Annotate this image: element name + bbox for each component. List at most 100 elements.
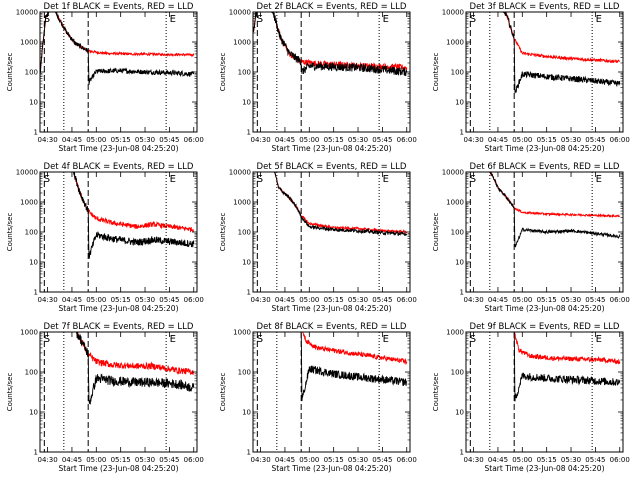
y-tick-label: 10 xyxy=(242,99,251,107)
x-axis-label: Start Time (23-Jun-08 04:25:20) xyxy=(485,464,605,473)
panel-title: Det 9f BLACK = Events, RED = LLD xyxy=(470,322,620,332)
y-tick-label: 10000 xyxy=(229,169,251,177)
y-tick-label: 10000 xyxy=(229,9,251,17)
x-tick-label: 05:45 xyxy=(372,456,392,464)
marker-s: S xyxy=(44,334,50,345)
y-tick-label: 100 xyxy=(451,229,464,237)
y-tick-label: 1 xyxy=(247,129,251,137)
x-tick-label: 05:15 xyxy=(537,296,557,304)
detector-panel-2: Det 2f BLACK = Events, RED = LLD Counts/s… xyxy=(219,2,417,153)
marker-e: E xyxy=(596,334,602,345)
x-tick-label: 06:00 xyxy=(610,456,630,464)
y-tick-label: 1 xyxy=(247,449,251,457)
y-tick-label: 1 xyxy=(460,449,464,457)
x-tick-label: 05:30 xyxy=(135,296,155,304)
x-tick-label: 06:00 xyxy=(610,296,630,304)
y-tick-label: 1 xyxy=(34,129,38,137)
x-tick-label: 05:00 xyxy=(299,296,319,304)
marker-s: S xyxy=(257,14,263,25)
lld-series-line xyxy=(40,172,195,233)
lld-series-line xyxy=(466,332,621,365)
y-tick-label: 100 xyxy=(238,69,251,77)
x-tick-label: 04:45 xyxy=(275,296,295,304)
y-tick-label: 100 xyxy=(25,369,38,377)
x-tick-label: 05:00 xyxy=(299,136,319,144)
panel-title: Det 5f BLACK = Events, RED = LLD xyxy=(257,162,407,172)
x-axis-label: Start Time (23-Jun-08 04:25:20) xyxy=(272,144,392,153)
marker-e: E xyxy=(383,14,389,25)
marker-e: E xyxy=(170,334,176,345)
y-tick-label: 10000 xyxy=(16,9,38,17)
y-tick-label: 100 xyxy=(25,69,38,77)
x-tick-label: 06:00 xyxy=(184,136,204,144)
x-tick-label: 05:00 xyxy=(512,136,532,144)
lld-series-line xyxy=(466,12,621,64)
x-tick-label: 04:45 xyxy=(62,296,82,304)
panel-title: Det 1f BLACK = Events, RED = LLD xyxy=(44,2,194,12)
panel-title: Det 8f BLACK = Events, RED = LLD xyxy=(257,322,407,332)
detector-panel-7: Det 7f BLACK = Events, RED = LLD Counts/s… xyxy=(6,322,204,473)
y-tick-label: 1000 xyxy=(20,199,38,207)
marker-s: S xyxy=(44,174,50,185)
x-tick-label: 05:00 xyxy=(512,296,532,304)
detector-panel-6: Det 6f BLACK = Events, RED = LLD Counts/s… xyxy=(432,162,630,313)
y-tick-label: 1000 xyxy=(233,39,251,47)
y-tick-label: 10000 xyxy=(442,169,464,177)
events-series-line xyxy=(40,12,195,85)
x-tick-label: 06:00 xyxy=(184,456,204,464)
x-tick-label: 04:45 xyxy=(62,136,82,144)
x-tick-label: 05:45 xyxy=(585,456,605,464)
x-tick-label: 05:00 xyxy=(299,456,319,464)
x-tick-label: 05:15 xyxy=(111,296,131,304)
marker-s: S xyxy=(257,174,263,185)
marker-s: S xyxy=(470,334,476,345)
detector-panel-5: Det 5f BLACK = Events, RED = LLD Counts/s… xyxy=(219,162,417,313)
y-tick-label: 1000 xyxy=(20,329,38,337)
events-series-line xyxy=(253,12,408,76)
x-tick-label: 04:30 xyxy=(250,456,270,464)
y-tick-label: 100 xyxy=(238,229,251,237)
events-series-line xyxy=(466,332,621,402)
x-tick-label: 05:15 xyxy=(324,136,344,144)
y-tick-label: 10 xyxy=(29,409,38,417)
x-tick-label: 05:45 xyxy=(585,136,605,144)
marker-s: S xyxy=(470,14,476,25)
marker-e: E xyxy=(383,334,389,345)
x-tick-label: 04:45 xyxy=(488,456,508,464)
y-tick-label: 1 xyxy=(247,289,251,297)
x-tick-label: 05:15 xyxy=(537,456,557,464)
x-tick-label: 04:30 xyxy=(37,296,57,304)
x-tick-label: 05:30 xyxy=(135,136,155,144)
x-tick-label: 04:45 xyxy=(488,136,508,144)
y-tick-label: 10000 xyxy=(442,9,464,17)
x-tick-label: 04:30 xyxy=(463,296,483,304)
x-tick-label: 06:00 xyxy=(184,296,204,304)
x-tick-label: 05:45 xyxy=(585,296,605,304)
plot-frame xyxy=(39,331,198,453)
y-tick-label: 10 xyxy=(455,409,464,417)
x-tick-label: 05:30 xyxy=(348,456,368,464)
x-tick-label: 06:00 xyxy=(397,136,417,144)
events-series-line xyxy=(253,332,408,402)
marker-s: S xyxy=(44,14,50,25)
y-axis-label: Counts/sec xyxy=(219,53,227,92)
x-tick-label: 05:15 xyxy=(324,456,344,464)
x-tick-label: 05:15 xyxy=(537,136,557,144)
detector-panel-4: Det 4f BLACK = Events, RED = LLD Counts/s… xyxy=(6,162,204,313)
y-tick-label: 10000 xyxy=(16,169,38,177)
x-tick-label: 05:45 xyxy=(159,296,179,304)
y-axis-label: Counts/sec xyxy=(6,53,14,92)
x-tick-label: 05:15 xyxy=(111,456,131,464)
x-tick-label: 04:30 xyxy=(463,136,483,144)
y-tick-label: 100 xyxy=(238,369,251,377)
x-tick-label: 04:30 xyxy=(250,136,270,144)
x-tick-label: 05:45 xyxy=(372,136,392,144)
events-series-line xyxy=(40,172,195,259)
x-tick-label: 05:30 xyxy=(135,456,155,464)
detector-panel-3: Det 3f BLACK = Events, RED = LLD Counts/s… xyxy=(432,2,630,153)
y-tick-label: 100 xyxy=(451,69,464,77)
y-axis-label: Counts/sec xyxy=(432,53,440,92)
marker-e: E xyxy=(596,174,602,185)
y-tick-label: 1000 xyxy=(20,39,38,47)
detector-panel-9: Det 9f BLACK = Events, RED = LLD Counts/s… xyxy=(432,322,630,473)
